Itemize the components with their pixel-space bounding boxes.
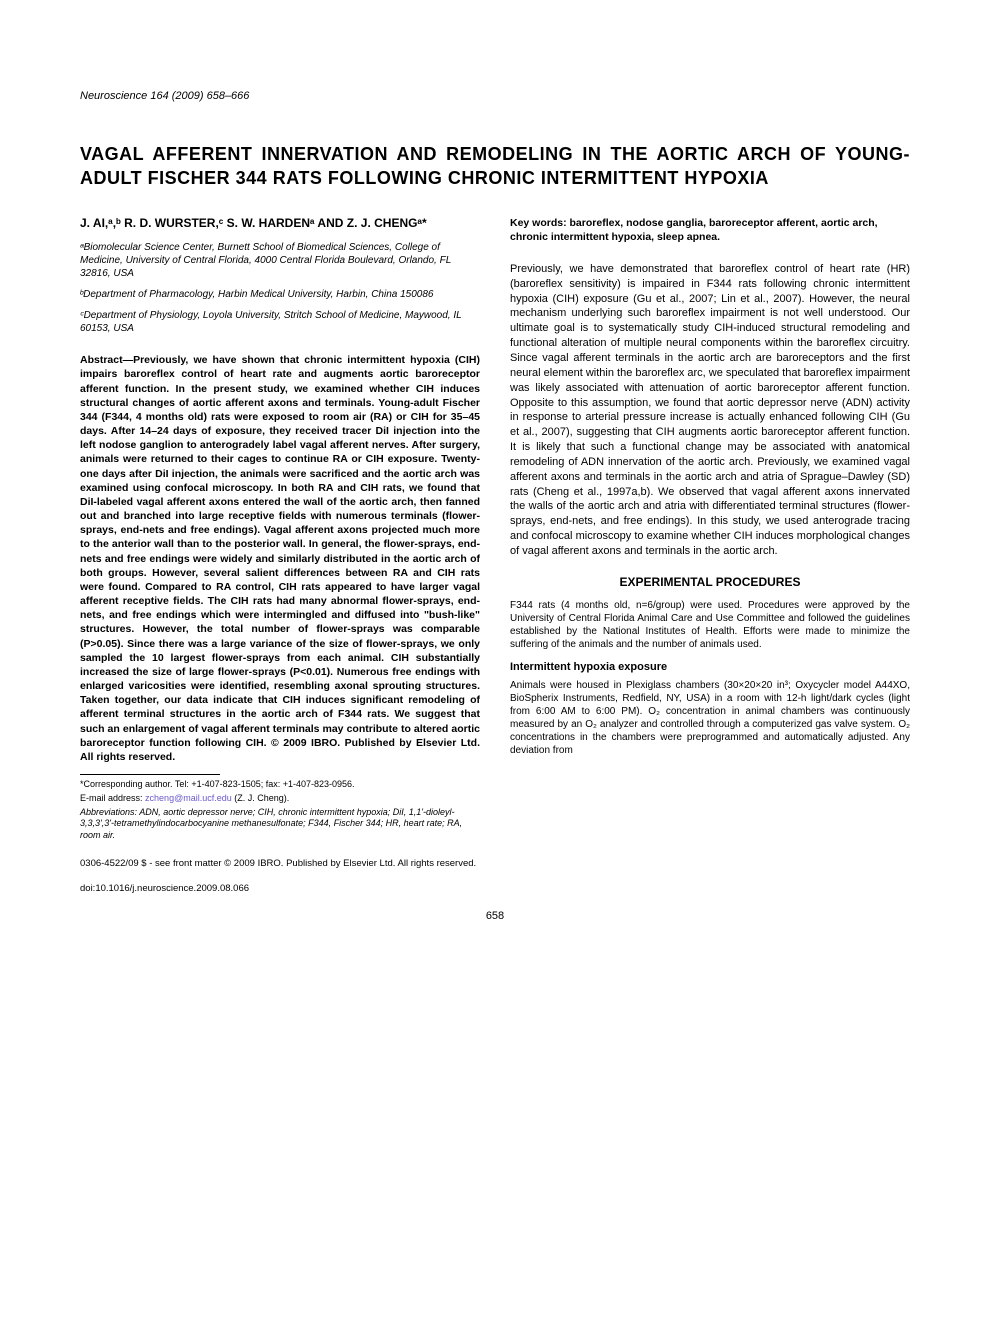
- hypoxia-paragraph: Animals were housed in Plexiglass chambe…: [510, 679, 910, 757]
- page-number: 658: [80, 910, 910, 922]
- email-line: E-mail address: zcheng@mail.ucf.edu (Z. …: [80, 793, 480, 805]
- experimental-procedures-heading: EXPERIMENTAL PROCEDURES: [510, 575, 910, 589]
- footnote-divider: [80, 774, 220, 775]
- affiliation-a: ᵃBiomolecular Science Center, Burnett Sc…: [80, 241, 480, 280]
- email-author: (Z. J. Cheng).: [234, 793, 289, 803]
- article-title: VAGAL AFFERENT INNERVATION AND REMODELIN…: [80, 142, 910, 191]
- journal-citation: Neuroscience 164 (2009) 658–666: [80, 90, 910, 102]
- right-column: Key words: baroreflex, nodose ganglia, b…: [510, 216, 910, 844]
- affiliation-c: ᶜDepartment of Physiology, Loyola Univer…: [80, 309, 480, 335]
- left-column: J. AI,ᵃ,ᵇ R. D. WURSTER,ᶜ S. W. HARDENᵃ …: [80, 216, 480, 844]
- author-list: J. AI,ᵃ,ᵇ R. D. WURSTER,ᶜ S. W. HARDENᵃ …: [80, 216, 480, 232]
- abbreviations: Abbreviations: ADN, aortic depressor ner…: [80, 807, 480, 842]
- intermittent-hypoxia-heading: Intermittent hypoxia exposure: [510, 661, 910, 673]
- abstract-text: Abstract—Previously, we have shown that …: [80, 353, 480, 764]
- email-label: E-mail address:: [80, 793, 143, 803]
- affiliation-b: ᵇDepartment of Pharmacology, Harbin Medi…: [80, 288, 480, 301]
- journal-name: Neuroscience: [80, 90, 147, 102]
- methods-intro: F344 rats (4 months old, n=6/group) were…: [510, 599, 910, 651]
- main-columns: J. AI,ᵃ,ᵇ R. D. WURSTER,ᶜ S. W. HARDENᵃ …: [80, 216, 910, 844]
- keywords: Key words: baroreflex, nodose ganglia, b…: [510, 216, 910, 244]
- doi: doi:10.1016/j.neuroscience.2009.08.066: [80, 883, 910, 894]
- corresponding-author: *Corresponding author. Tel: +1-407-823-1…: [80, 779, 480, 791]
- copyright: 0306-4522/09 $ - see front matter © 2009…: [80, 858, 910, 869]
- abbreviations-text: Abbreviations: ADN, aortic depressor ner…: [80, 807, 462, 840]
- intro-paragraph: Previously, we have demonstrated that ba…: [510, 262, 910, 559]
- email-address[interactable]: zcheng@mail.ucf.edu: [145, 793, 232, 803]
- journal-vol-pages: 164 (2009) 658–666: [150, 90, 249, 102]
